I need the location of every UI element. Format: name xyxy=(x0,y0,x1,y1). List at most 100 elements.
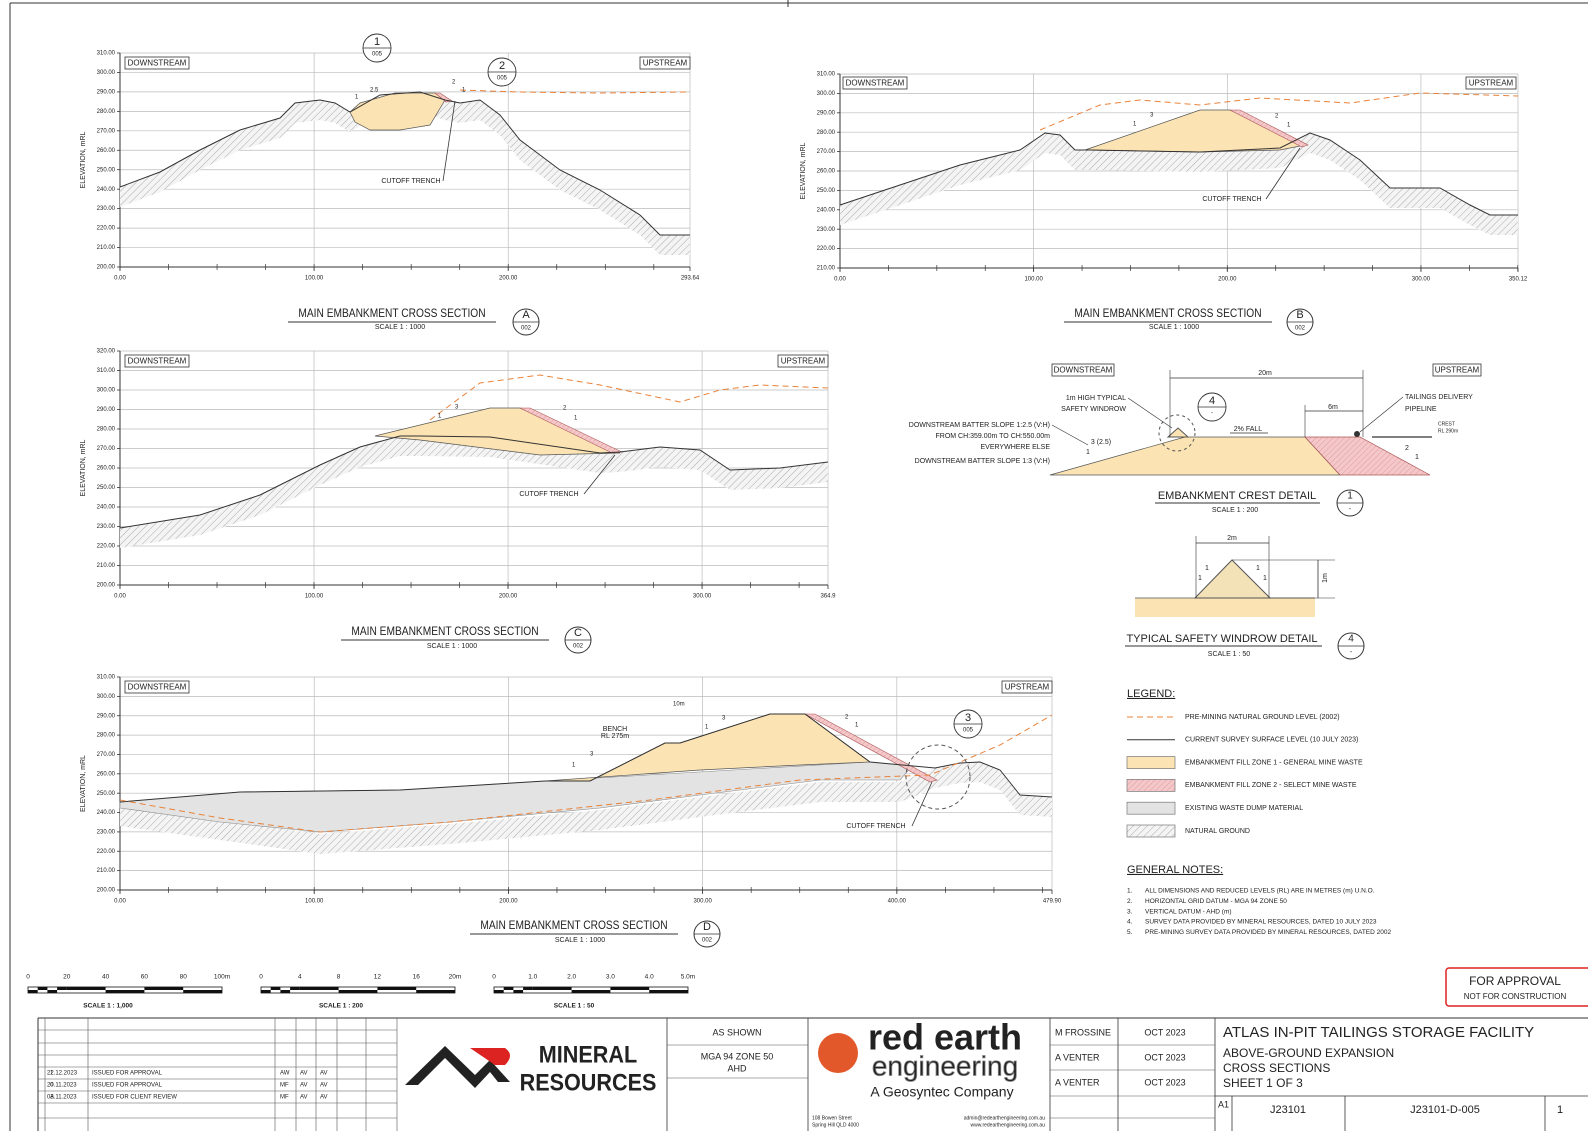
scale-bar-label: 0 xyxy=(492,974,496,981)
y-tick-label: 230.00 xyxy=(97,524,116,530)
section-ref: 002 xyxy=(702,938,713,944)
signoff-name: M FROSSINE xyxy=(1055,1027,1111,1037)
scale-bar-label: 8 xyxy=(337,974,341,981)
x-tick-label: 400.00 xyxy=(888,899,907,905)
stamp-text: FOR APPROVAL xyxy=(1469,974,1561,988)
leader-line xyxy=(1051,424,1089,446)
natural-ground xyxy=(120,92,690,255)
section-title: MAIN EMBANKMENT CROSS SECTION xyxy=(298,307,485,320)
y-tick-label: 250.00 xyxy=(817,188,836,194)
section-ref: 002 xyxy=(573,644,584,650)
scale-bar-label: 20 xyxy=(63,974,71,981)
scale-bar-segment xyxy=(532,987,572,990)
tag-box xyxy=(1001,680,1053,694)
scale-bar-segment xyxy=(571,990,611,993)
y-tick-label: 290.00 xyxy=(817,110,836,116)
drawing-subtitle: ABOVE-GROUND EXPANSION xyxy=(1223,1046,1394,1060)
y-tick-label: 280.00 xyxy=(97,733,116,739)
section-title: MAIN EMBANKMENT CROSS SECTION xyxy=(480,919,667,932)
revision-cell: 20.11.2023 xyxy=(47,1083,77,1089)
pre-mining-surface xyxy=(119,714,1053,833)
y-tick-label: 300.00 xyxy=(97,388,116,394)
section-scale: SCALE 1 : 1000 xyxy=(555,937,605,944)
y-axis-label: ELEVATION, mRL xyxy=(800,142,807,199)
callout-ref: 005 xyxy=(963,728,974,734)
annotation: 2.5 xyxy=(370,88,379,94)
revision-cell: A xyxy=(50,1095,54,1101)
scale-info: AS SHOWN xyxy=(712,1027,761,1037)
legend-label: NATURAL GROUND xyxy=(1185,828,1250,835)
y-tick-label: 250.00 xyxy=(97,791,116,797)
note-number: 3. xyxy=(1127,908,1133,915)
job-number: J23101 xyxy=(1270,1104,1306,1116)
annotation: 2 xyxy=(563,406,567,412)
consultant-logo xyxy=(818,1033,858,1073)
tag-box xyxy=(1051,363,1115,377)
signoff-date: OCT 2023 xyxy=(1144,1077,1185,1087)
detail-ref: - xyxy=(1349,506,1352,513)
note-text: ALL DIMENSIONS AND REDUCED LEVELS (RL) A… xyxy=(1145,888,1375,895)
y-tick-label: 280.00 xyxy=(817,130,836,136)
scale-bar-segment xyxy=(37,987,48,990)
y-tick-label: 250.00 xyxy=(97,485,116,491)
section-title: MAIN EMBANKMENT CROSS SECTION xyxy=(1074,307,1261,320)
current-surface xyxy=(119,435,829,529)
note-text: HORIZONTAL GRID DATUM - MGA 94 ZONE 50 xyxy=(1145,898,1287,905)
section-scale: SCALE 1 : 1000 xyxy=(427,643,477,650)
annotation: 1 xyxy=(438,414,442,420)
y-tick-label: 230.00 xyxy=(97,829,116,835)
current-surface xyxy=(119,91,690,236)
detail-annotation: PIPELINE xyxy=(1405,406,1437,413)
consultant-contact: admin@redearthengineering.com.au xyxy=(964,1115,1045,1121)
detail-annotation: DOWNSTREAM BATTER SLOPE 1:3 (V:H) xyxy=(915,458,1050,465)
legend-swatch xyxy=(1126,824,1176,838)
pre-mining-surface xyxy=(429,374,829,421)
x-tick-label: 0.00 xyxy=(114,899,126,905)
x-tick-label: 100.00 xyxy=(1024,277,1043,283)
scale-bar-label: 20m xyxy=(449,974,462,981)
tag-box xyxy=(842,76,908,90)
revision-cell: ISSUED FOR APPROVAL xyxy=(92,1071,163,1077)
revision-cell: 03.11.2023 xyxy=(47,1095,77,1101)
y-tick-label: 300.00 xyxy=(97,70,116,76)
revision-cell: AW xyxy=(280,1071,290,1077)
x-tick-label: 0.00 xyxy=(114,276,126,282)
natural-ground xyxy=(120,762,1052,854)
y-tick-label: 270.00 xyxy=(817,149,836,155)
detail-ref: - xyxy=(1350,649,1353,656)
x-tick-label: 200.00 xyxy=(499,594,518,600)
annotation: 3 xyxy=(590,752,594,758)
windrow-base xyxy=(1135,598,1315,617)
pre-mining-surface xyxy=(1039,92,1519,131)
tag-text: DOWNSTREAM xyxy=(128,683,187,692)
scale-bar-segment xyxy=(649,990,688,993)
stamp-box xyxy=(1445,967,1588,1007)
section-id: B xyxy=(1296,309,1303,321)
legend-label: EMBANKMENT FILL ZONE 2 - SELECT MINE WAS… xyxy=(1185,782,1357,789)
scale-bar-segment xyxy=(66,987,106,990)
tag-box xyxy=(1465,76,1517,90)
detail-annotation: CREST xyxy=(1438,421,1455,427)
consultant-name: red earth xyxy=(868,1017,1022,1058)
y-tick-label: 240.00 xyxy=(97,505,116,511)
y-tick-label: 210.00 xyxy=(97,563,116,569)
x-tick-label: 479.90 xyxy=(1043,899,1062,905)
fill-zone-1 xyxy=(374,407,621,456)
scale-bar-segment xyxy=(183,990,222,993)
revision-cell: AV xyxy=(320,1083,328,1089)
detail-annotation: 1 xyxy=(1415,454,1419,461)
annotation: BENCH xyxy=(603,726,628,733)
annotation: 2 xyxy=(1275,114,1279,120)
y-tick-label: 200.00 xyxy=(97,888,116,894)
y-tick-label: 230.00 xyxy=(97,206,116,212)
tag-text: UPSTREAM xyxy=(781,357,826,366)
y-tick-label: 280.00 xyxy=(97,109,116,115)
callout-ref: 005 xyxy=(497,76,508,82)
consultant-tagline: A Geosyntec Company xyxy=(870,1084,1013,1100)
y-tick-label: 270.00 xyxy=(97,446,116,452)
annotation: 1 xyxy=(355,95,359,101)
tag-text: UPSTREAM xyxy=(643,59,688,68)
detail-annotation: RL 290m xyxy=(1438,428,1458,434)
revision-cell: MF xyxy=(280,1095,289,1101)
scale-bar-label: 12 xyxy=(374,974,382,981)
